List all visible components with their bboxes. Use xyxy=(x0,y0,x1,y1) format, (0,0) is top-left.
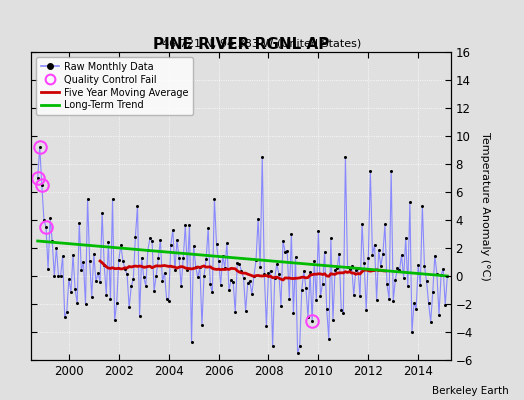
Y-axis label: Temperature Anomaly (°C): Temperature Anomaly (°C) xyxy=(479,132,489,280)
Text: Berkeley Earth: Berkeley Earth xyxy=(432,386,508,396)
Legend: Raw Monthly Data, Quality Control Fail, Five Year Moving Average, Long-Term Tren: Raw Monthly Data, Quality Control Fail, … xyxy=(36,57,193,115)
Title: PINE RIVER RGNL AP: PINE RIVER RGNL AP xyxy=(153,37,329,52)
Text: 46.721 N, 94.383 W (United States): 46.721 N, 94.383 W (United States) xyxy=(162,38,362,48)
